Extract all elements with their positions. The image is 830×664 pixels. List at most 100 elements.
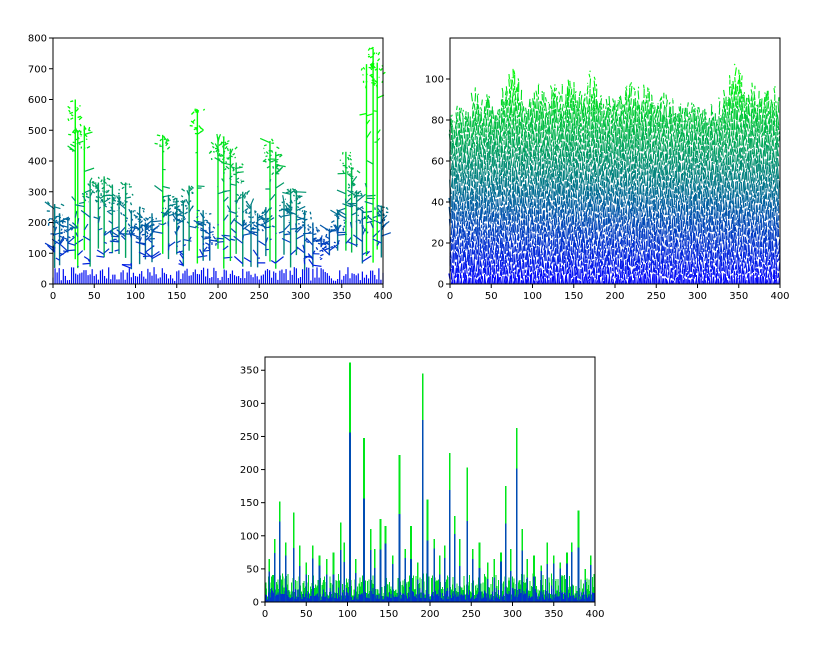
dla-branch: [469, 226, 472, 232]
dla-branch: [614, 242, 617, 249]
dla-branch: [549, 173, 552, 180]
dla-branch: [556, 234, 559, 239]
dla-branch: [106, 197, 109, 200]
dla-branch: [367, 47, 371, 51]
dla-branch: [652, 134, 655, 139]
dla-branch: [607, 169, 611, 176]
dla-branch: [638, 265, 641, 274]
dla-branch: [625, 121, 628, 133]
dla-branch: [657, 179, 660, 187]
dla-branch: [492, 222, 495, 227]
dla-branch: [622, 112, 625, 120]
dla-branch: [471, 110, 474, 119]
dla-branch: [63, 250, 68, 253]
dla-branch: [588, 165, 591, 172]
dla-branch: [518, 166, 521, 172]
dla-branch: [224, 141, 227, 145]
dla-branch: [269, 238, 272, 241]
dla-branch: [501, 181, 504, 190]
dla-branch: [601, 135, 603, 144]
dla-branch: [178, 263, 184, 266]
dla-branch: [561, 95, 563, 102]
dla-branch: [658, 145, 661, 150]
dla-branch: [537, 161, 540, 170]
dla-branch: [614, 184, 617, 190]
x-tick-label: 400: [373, 291, 392, 302]
dla-branch: [209, 150, 213, 154]
dla-branch: [296, 234, 305, 240]
dla-branch: [624, 239, 627, 245]
dla-branch: [591, 203, 594, 212]
dla-branch: [335, 215, 340, 220]
dla-branch: [528, 202, 531, 215]
dla-branch: [174, 200, 178, 203]
dla-branch: [602, 210, 605, 219]
dla-branch: [292, 194, 296, 197]
dla-branch: [505, 96, 508, 107]
dla-branch: [260, 223, 264, 226]
dla-branch: [534, 270, 537, 281]
dla-branch: [315, 246, 319, 251]
dla-branch: [469, 199, 472, 211]
dla-branch: [639, 185, 642, 195]
dla-branch: [512, 167, 514, 177]
dla-branch: [622, 207, 625, 216]
dla-branch: [75, 108, 80, 112]
dla-branch: [656, 118, 660, 128]
dla-branch: [618, 127, 621, 139]
dla-branch: [257, 228, 260, 231]
dla-branch: [230, 238, 236, 241]
dla-branch: [514, 185, 517, 195]
dla-branch: [496, 175, 499, 180]
dla-branch: [54, 216, 58, 219]
dla-branch: [615, 112, 619, 122]
dla-branch: [100, 179, 103, 183]
dla-branch: [617, 179, 620, 186]
dla-branch: [627, 166, 630, 174]
dla-branch: [659, 187, 662, 197]
dla-branch: [76, 107, 79, 109]
dla-branch: [541, 210, 545, 221]
dla-branch: [580, 180, 582, 186]
dla-branch: [226, 205, 231, 212]
dla-branch: [552, 109, 555, 116]
dla-branch: [493, 276, 496, 285]
dla-branch: [505, 257, 508, 264]
dla-branch: [595, 280, 598, 285]
dla-branch: [257, 223, 267, 228]
dla-branch: [584, 201, 586, 211]
dla-branch: [205, 242, 211, 246]
dla-branch: [82, 195, 85, 199]
dla-branch: [490, 231, 493, 236]
dla-branch: [516, 114, 519, 119]
dla-branch: [457, 130, 460, 136]
dla-branch: [473, 141, 476, 147]
y-tick-label: 500: [28, 126, 47, 137]
dla-branch: [457, 191, 460, 196]
dla-branch: [318, 229, 321, 232]
dla-branch: [490, 245, 493, 253]
dla-branch: [263, 144, 267, 147]
dla-branch: [640, 101, 643, 111]
dla-branch: [510, 257, 513, 263]
dla-branch: [503, 110, 506, 118]
dla-branch: [617, 102, 619, 111]
dla-branch: [305, 237, 314, 246]
dla-branch: [464, 117, 466, 120]
dla-branch: [552, 256, 555, 263]
dla-branch: [622, 152, 625, 162]
dla-branch: [590, 243, 592, 255]
dla-branch: [610, 114, 613, 119]
dla-branch: [269, 158, 279, 163]
dla-branch: [618, 279, 621, 285]
dla-branch: [265, 214, 273, 222]
dla-branch: [522, 171, 525, 176]
dla-branch: [656, 228, 660, 233]
dla-branch: [538, 135, 541, 144]
dla-branch: [96, 255, 105, 258]
dla-branch: [615, 147, 617, 155]
dla-branch: [338, 224, 342, 228]
dla-branch: [527, 198, 530, 208]
dla-branch: [59, 237, 64, 244]
dla-branch: [608, 111, 611, 116]
